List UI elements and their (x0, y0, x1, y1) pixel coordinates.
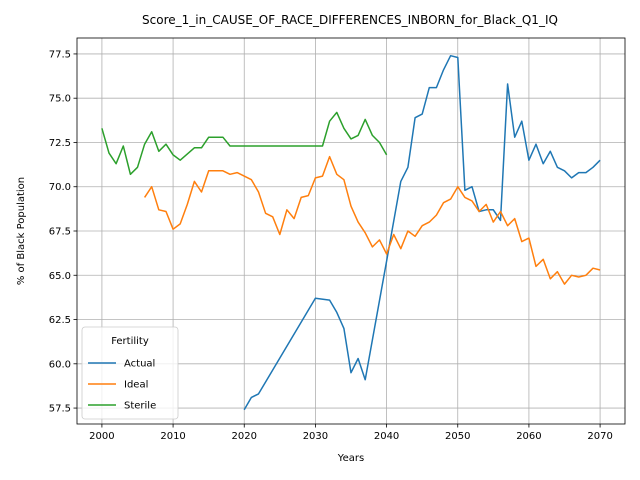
y-tick-label: 65.0 (49, 271, 71, 282)
y-tick-label: 57.5 (49, 404, 71, 415)
x-axis: 2000 2010 2020 2030 2040 2050 2060 2070 (89, 424, 613, 442)
y-tick-label: 67.5 (49, 227, 71, 238)
y-tick-label: 72.5 (49, 138, 71, 149)
x-tick-label: 2020 (232, 431, 257, 442)
y-axis-label: % of Black Population (16, 177, 27, 285)
y-tick-label: 70.0 (49, 182, 71, 193)
x-tick-label: 2010 (160, 431, 185, 442)
series-line-actual (244, 56, 600, 410)
legend-title: Fertility (111, 336, 149, 347)
y-tick-label: 62.5 (49, 315, 71, 326)
y-axis: 57.5 60.0 62.5 65.0 67.5 70.0 72.5 75.0 77.5 (49, 49, 77, 414)
chart-title: Score_1_in_CAUSE_OF_RACE_DIFFERENCES_INB… (142, 13, 558, 27)
legend: Fertility Actual Ideal Sterile (82, 327, 178, 419)
legend-label-ideal: Ideal (124, 380, 148, 391)
y-tick-label: 60.0 (49, 359, 71, 370)
x-tick-label: 2070 (587, 431, 612, 442)
legend-label-sterile: Sterile (124, 401, 156, 412)
series-line-ideal (145, 157, 600, 285)
x-tick-label: 2060 (516, 431, 541, 442)
legend-label-actual: Actual (124, 359, 155, 370)
y-tick-label: 77.5 (49, 49, 71, 60)
x-axis-label: Years (337, 453, 364, 464)
x-tick-label: 2040 (374, 431, 399, 442)
x-tick-label: 2000 (89, 431, 114, 442)
y-tick-label: 75.0 (49, 94, 71, 105)
x-tick-label: 2030 (303, 431, 328, 442)
x-tick-label: 2050 (445, 431, 470, 442)
